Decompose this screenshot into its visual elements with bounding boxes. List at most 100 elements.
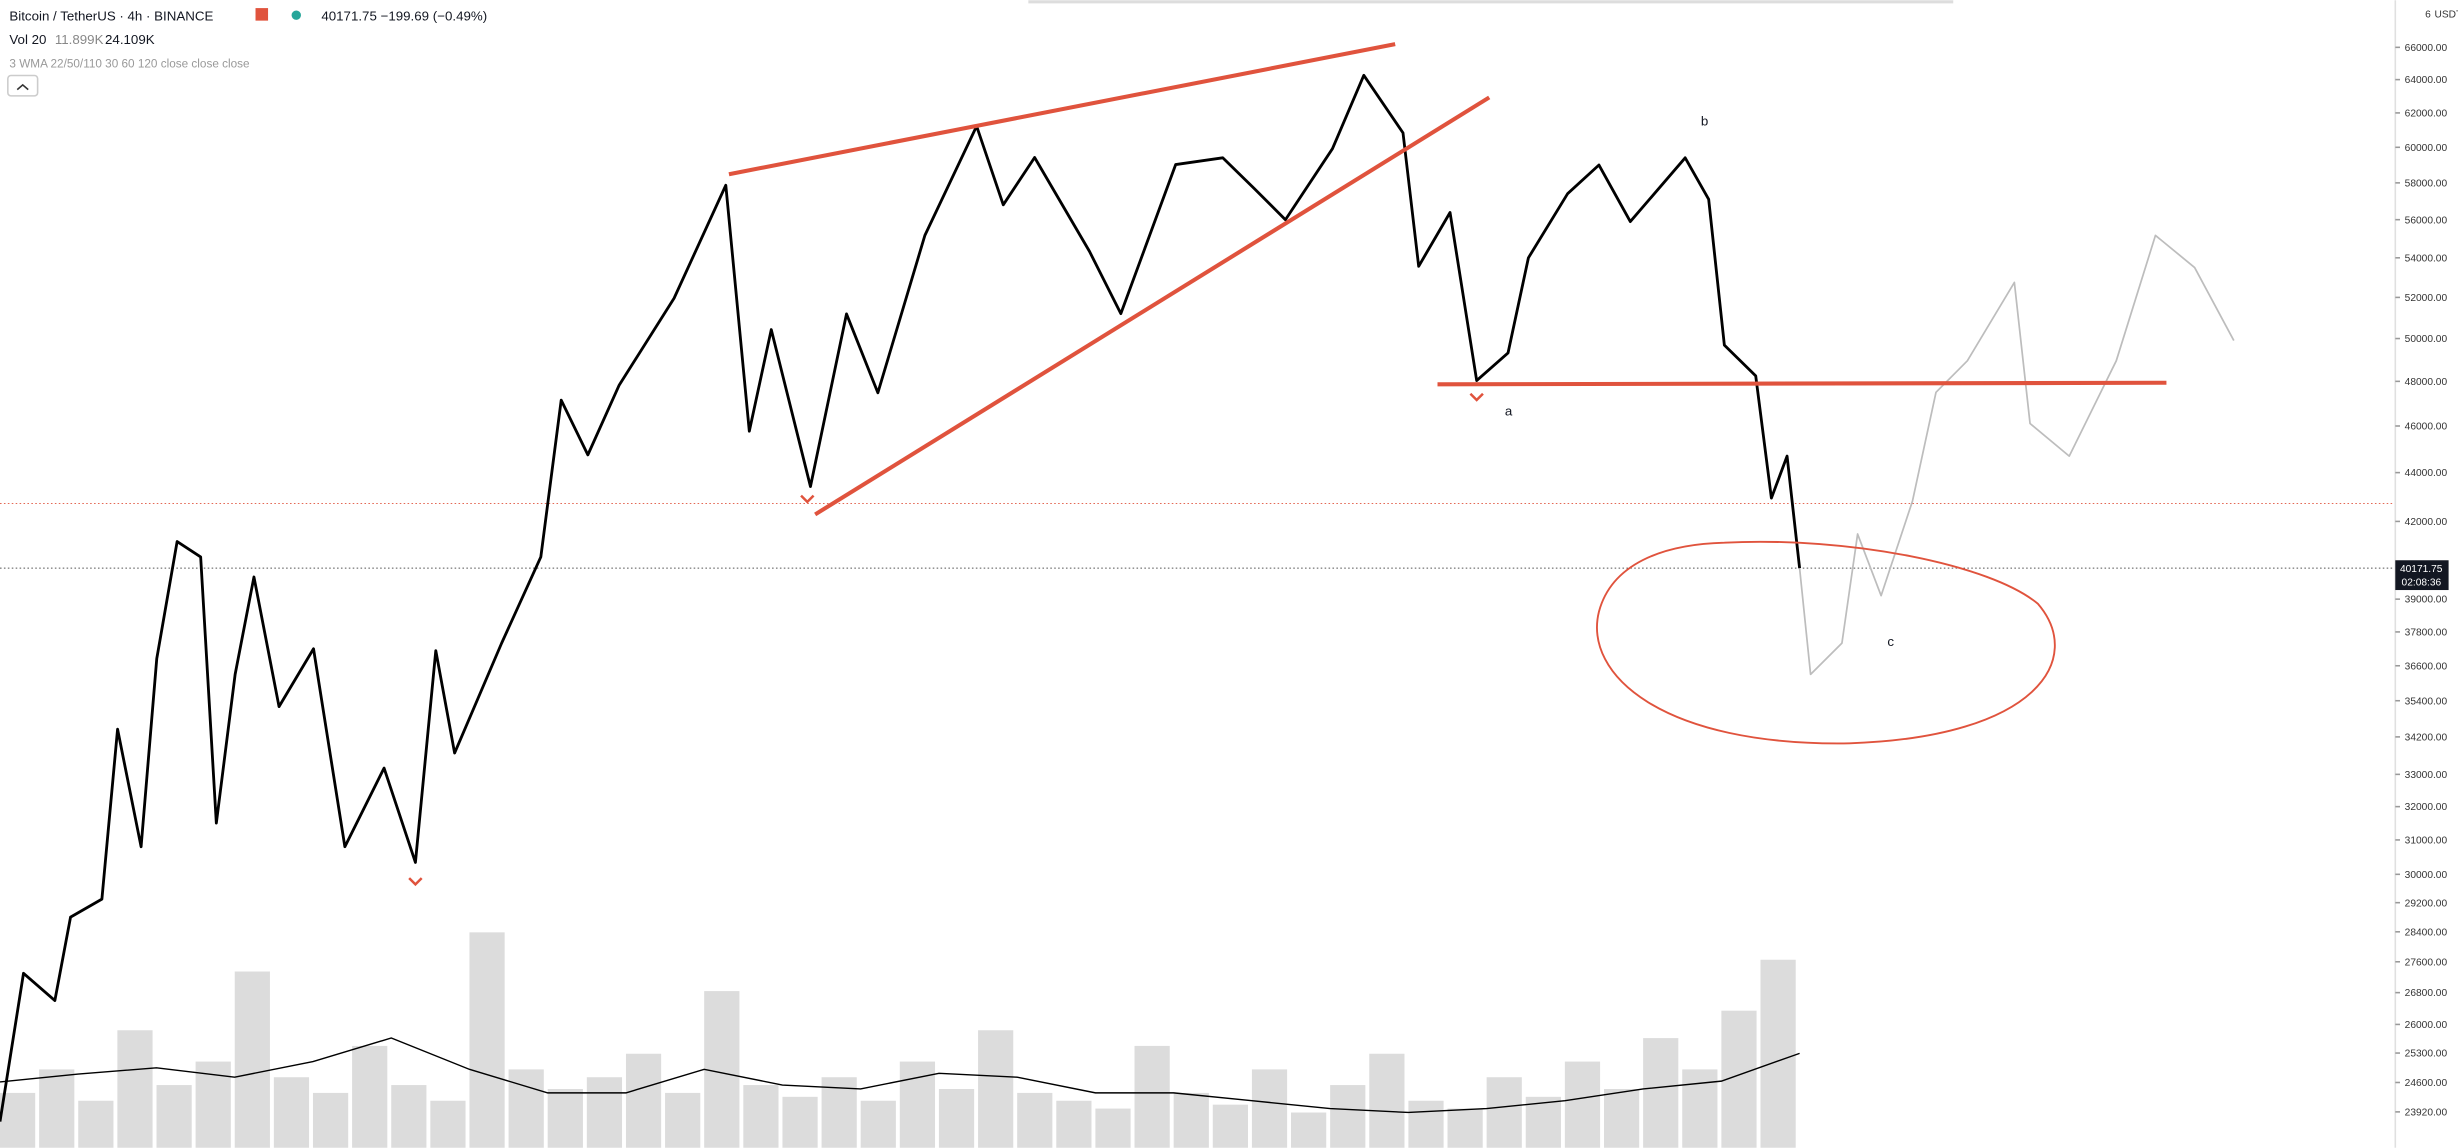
volume-bar xyxy=(1212,1104,1248,1148)
y-tick-label: 23920.00 xyxy=(2405,1107,2448,1118)
volume-bar xyxy=(391,1085,427,1148)
y-tick-label: 35400.00 xyxy=(2405,696,2448,707)
volume-bar xyxy=(78,1100,114,1148)
last-price-box xyxy=(2395,560,2449,591)
y-tick-label: 26000.00 xyxy=(2405,1020,2448,1031)
trendline xyxy=(814,95,1491,517)
volume-bar xyxy=(1173,1092,1209,1148)
chevron xyxy=(16,83,29,91)
volume-bar xyxy=(352,1045,388,1148)
toolbar-edge xyxy=(1028,0,1954,4)
volume-ma-value: 24.109K xyxy=(105,32,155,47)
volume-bar xyxy=(1525,1096,1561,1148)
status-dot xyxy=(291,10,301,20)
volume-bar xyxy=(234,971,270,1148)
volume-bar xyxy=(430,1100,466,1148)
last-price-label: 40171.75 xyxy=(2400,564,2443,575)
y-tick-label: 39000.00 xyxy=(2405,595,2448,606)
y-tick-label: 36600.00 xyxy=(2405,661,2448,672)
y-tick-label: 29200.00 xyxy=(2405,898,2448,909)
volume-bar xyxy=(1291,1112,1327,1148)
volume-bar xyxy=(1251,1069,1288,1148)
y-tick-label: 37800.00 xyxy=(2405,628,2448,639)
y-tick-label: 54000.00 xyxy=(2405,253,2448,264)
ellipse xyxy=(1596,540,2056,745)
volume-value: 11.899K xyxy=(55,32,104,47)
y-tick-label: 33000.00 xyxy=(2405,770,2448,781)
y-tick-label: 26800.00 xyxy=(2405,988,2448,999)
y-tick-label: 52000.00 xyxy=(2405,293,2448,304)
volume-bar xyxy=(625,1053,662,1148)
volume-bar xyxy=(508,1069,544,1148)
y-tick-label: 25300.00 xyxy=(2405,1049,2448,1060)
y-tick-label: 44000.00 xyxy=(2405,468,2448,479)
volume-bar xyxy=(1408,1100,1444,1148)
volume-bar xyxy=(1330,1085,1366,1148)
volume-bar xyxy=(1447,1108,1483,1148)
volume-bar xyxy=(860,1100,896,1148)
volume-bar xyxy=(1095,1108,1131,1148)
y-tick-label: 32000.00 xyxy=(2405,802,2448,813)
price-line xyxy=(1798,234,2235,676)
currency: USDT xyxy=(2434,10,2458,21)
y-tick-label: 34200.00 xyxy=(2405,733,2448,744)
support-line xyxy=(1437,380,2167,387)
y-tick-label: 48000.00 xyxy=(2405,377,2448,388)
indicator-title: 3 WMA 22/50/110 30 60 120 close close cl… xyxy=(9,58,250,71)
volume-bar xyxy=(547,1088,583,1148)
volume-bar xyxy=(1017,1092,1053,1148)
y-tick-label: 66000.00 xyxy=(2405,43,2448,54)
volume-bar xyxy=(39,1069,75,1148)
volume-bar xyxy=(312,1092,349,1148)
quote: 40171.75 −199.69 (−0.49%) xyxy=(321,9,487,24)
y-tick-label: 28400.00 xyxy=(2405,927,2448,938)
y-tick-label: 58000.00 xyxy=(2405,178,2448,189)
volume-bar xyxy=(782,1096,818,1148)
price-line xyxy=(0,73,1802,1122)
volume-bar xyxy=(1056,1100,1092,1148)
y-tick-label: 56000.00 xyxy=(2405,215,2448,226)
y-tick-label: 62000.00 xyxy=(2405,109,2448,120)
volume-bar xyxy=(1603,1088,1640,1148)
y-tick-label: 64000.00 xyxy=(2405,75,2448,86)
trendline xyxy=(728,42,1396,177)
y-tick-label: 46000.00 xyxy=(2405,422,2448,433)
countdown: 02:08:36 xyxy=(2402,577,2442,588)
y-tick-label: 24600.00 xyxy=(2405,1078,2448,1089)
y-tick-label: 42000.00 xyxy=(2405,517,2448,528)
volume-bar xyxy=(1643,1038,1679,1148)
y-tick-label: 50000.00 xyxy=(2405,334,2448,345)
plot xyxy=(0,73,2396,1122)
volume-bar xyxy=(743,1085,779,1148)
volume-ma xyxy=(0,1037,1800,1114)
y-tick-label: 30000.00 xyxy=(2405,870,2448,881)
y-tick-label: 60000.00 xyxy=(2405,143,2448,154)
y-tick-label: 31000.00 xyxy=(2405,836,2448,847)
volume-bar xyxy=(1134,1045,1170,1148)
volume-bar xyxy=(978,1030,1014,1148)
volume-bar xyxy=(469,932,505,1148)
y-tick-label: 27600.00 xyxy=(2405,957,2448,968)
volume-pane xyxy=(0,932,1800,1148)
volume-bar xyxy=(1682,1069,1718,1148)
drawings xyxy=(408,42,2167,887)
volume-bar xyxy=(1564,1061,1601,1148)
volume-bar xyxy=(586,1077,623,1148)
volume-bar xyxy=(117,1030,153,1148)
volume-bar xyxy=(665,1092,701,1148)
wave-label: a xyxy=(1505,404,1513,419)
wave-label: c xyxy=(1887,634,1894,649)
volume-bar xyxy=(1486,1077,1522,1148)
volume-title: Vol 20 xyxy=(9,32,46,47)
flag-icon[interactable] xyxy=(255,8,269,21)
volume-bar xyxy=(273,1077,310,1148)
volume-bar xyxy=(704,991,740,1148)
currency-top: 6 xyxy=(2425,10,2431,21)
volume-bar xyxy=(938,1088,975,1148)
pivot-marker xyxy=(408,392,1484,887)
volume-bar xyxy=(1369,1053,1405,1148)
volume-bar xyxy=(1760,959,1796,1148)
wave-label: b xyxy=(1701,114,1708,129)
